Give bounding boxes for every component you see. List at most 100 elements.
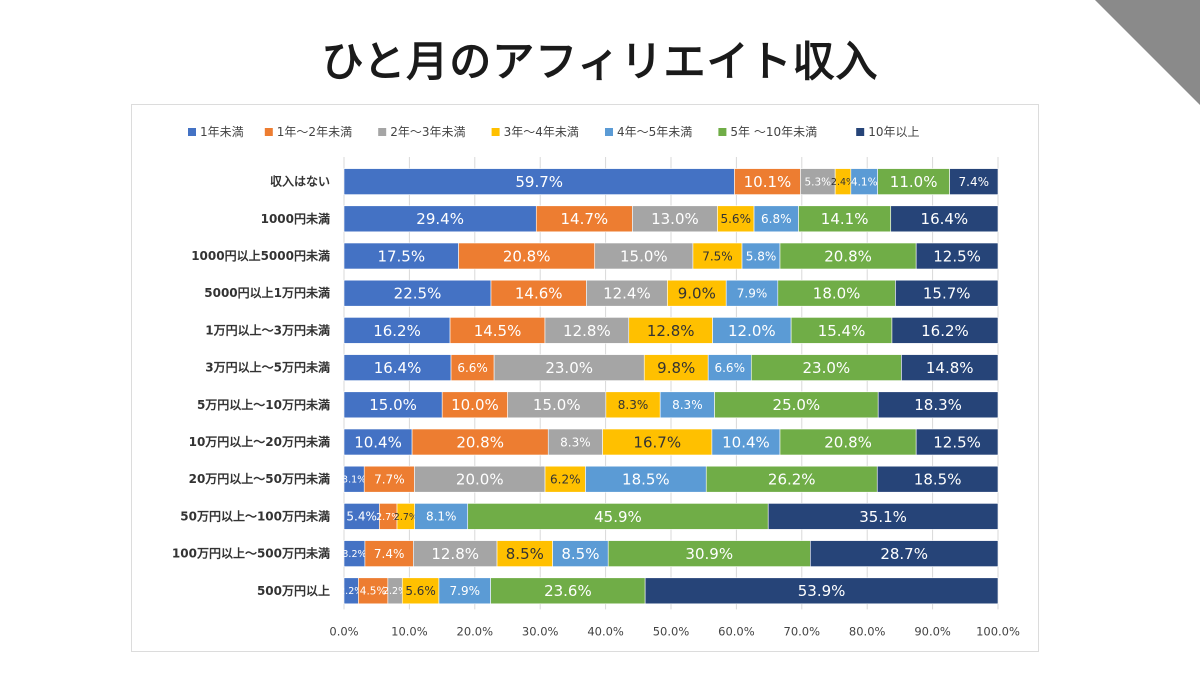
bar-segment	[602, 428, 713, 456]
chart-frame: 0.0% 10.0% 20.0% 30.0% 40.0% 50.0% 60.0% 70.0% 8…	[131, 104, 1039, 652]
bar-segment	[877, 391, 999, 419]
data-label: 20.8%	[456, 433, 504, 451]
bar-segment	[493, 354, 645, 381]
category-label: 100万円以上～500万円未満	[172, 546, 330, 561]
bar-segment	[413, 540, 498, 567]
bar-segment	[644, 577, 999, 605]
data-label: 6.6%	[457, 361, 488, 375]
data-label: 3.2%	[342, 549, 366, 560]
bar-segment	[535, 205, 633, 233]
bar-segment	[767, 503, 999, 530]
data-label: 20.8%	[824, 247, 872, 265]
bar-segment	[734, 168, 801, 195]
data-label: 22.5%	[394, 285, 442, 303]
data-label: 6.2%	[550, 473, 581, 487]
bar-segment	[777, 279, 896, 307]
category-label: 10万円以上～20万円未満	[189, 434, 330, 449]
data-label: 7.4%	[374, 547, 405, 561]
data-label: 30.9%	[685, 545, 733, 563]
bar-segment	[779, 242, 917, 270]
data-label: 14.1%	[821, 210, 869, 228]
bar-segment	[490, 279, 587, 307]
bar-segment	[877, 168, 950, 195]
data-label: 2.2%	[383, 586, 407, 597]
x-tick-label: 30.0%	[522, 624, 559, 638]
legend-label: 4年～5年未満	[617, 125, 692, 139]
data-label: 2.7%	[376, 512, 400, 523]
legend-label: 3年～4年未満	[504, 125, 579, 139]
data-label: 5.6%	[405, 584, 436, 598]
bar-segment	[915, 428, 999, 456]
category-label: 1000円未満	[261, 211, 330, 226]
data-label: 17.5%	[377, 247, 425, 265]
bar-segment	[401, 577, 440, 605]
data-label: 5.6%	[720, 212, 751, 226]
bar-segment	[850, 168, 878, 195]
bar-segment	[490, 577, 646, 605]
data-label: 35.1%	[859, 508, 907, 526]
data-label: 23.6%	[544, 582, 592, 600]
category-label: 500万円以上	[257, 583, 330, 598]
data-label: 3.1%	[342, 475, 366, 486]
bar-segment	[363, 465, 415, 493]
legend-swatch	[378, 128, 387, 136]
data-label: 2.7%	[394, 512, 418, 523]
bar-segment	[552, 540, 609, 567]
x-tick-label: 20.0%	[457, 624, 494, 638]
data-label: 7.4%	[959, 175, 990, 189]
data-label: 14.8%	[926, 359, 974, 377]
bar-segment	[741, 242, 781, 270]
data-label: 7.7%	[374, 473, 405, 487]
data-label: 20.8%	[503, 247, 551, 265]
bar-segment	[343, 391, 443, 419]
x-tick-label: 50.0%	[653, 624, 690, 638]
watermark-ribbon: nondori.com	[1095, 0, 1200, 105]
bar-segment	[343, 168, 735, 195]
bar-segment	[659, 391, 715, 419]
bar-segment	[605, 391, 661, 419]
category-label: 収入はない	[270, 175, 330, 189]
bar-segment	[711, 428, 781, 456]
data-label: 20.0%	[456, 471, 504, 489]
data-label: 28.7%	[880, 545, 928, 563]
data-label: 23.0%	[803, 359, 851, 377]
bar-segment	[496, 540, 553, 567]
data-label: 10.4%	[354, 433, 402, 451]
data-label: 4.5%	[360, 586, 387, 598]
bar-segment	[441, 391, 508, 419]
data-label: 14.5%	[474, 322, 522, 340]
data-label: 18.3%	[914, 396, 962, 414]
category-label: 5万円以上～10万円未満	[197, 397, 330, 412]
data-label: 15.0%	[620, 247, 668, 265]
data-label: 11.0%	[890, 173, 938, 191]
data-label: 16.2%	[921, 322, 969, 340]
legend-label: 1年未満	[200, 125, 244, 139]
bar-segment	[594, 242, 694, 270]
legend-swatch	[856, 128, 865, 136]
data-label: 25.0%	[773, 396, 821, 414]
bar-segment	[891, 317, 999, 344]
bar-segment	[714, 391, 879, 419]
data-label: 15.4%	[818, 322, 866, 340]
bar-segment	[643, 354, 709, 381]
bar-segment	[798, 205, 892, 233]
data-label: 5.4%	[346, 510, 377, 524]
bar-segment	[779, 428, 917, 456]
bar-segment	[810, 540, 999, 567]
data-label: 7.5%	[702, 249, 733, 263]
x-tick-label: 40.0%	[587, 624, 624, 638]
data-label: 5.8%	[746, 249, 777, 263]
x-tick-label: 60.0%	[718, 624, 755, 638]
data-label: 8.5%	[561, 545, 599, 563]
x-tick-label: 70.0%	[784, 624, 821, 638]
bar-segment	[450, 354, 495, 381]
data-label: 10.1%	[744, 173, 792, 191]
data-label: 12.8%	[647, 322, 695, 340]
data-label: 15.7%	[923, 285, 971, 303]
data-label: 14.6%	[515, 285, 563, 303]
bar-segment	[753, 205, 799, 233]
bar-segment	[725, 279, 779, 307]
data-label: 26.2%	[768, 471, 816, 489]
data-label: 16.4%	[921, 210, 969, 228]
bar-segment	[895, 279, 999, 307]
